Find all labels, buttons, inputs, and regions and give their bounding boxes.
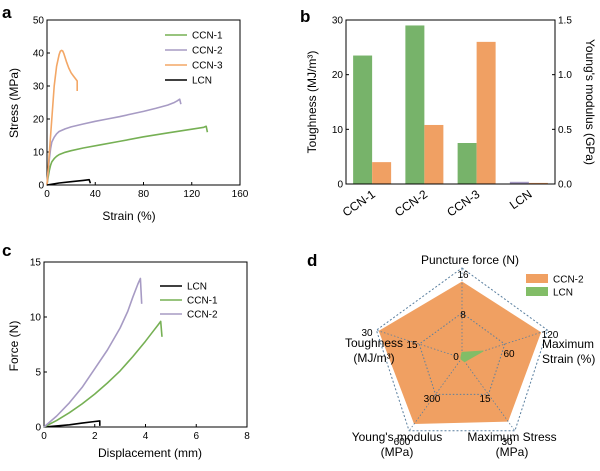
panel-b-label: b <box>300 7 310 26</box>
panel-b: b CCN-1 CCN-2 CCN-3 LCN01020300.00.51.01.5 … <box>300 7 597 219</box>
panel-a-xlabel: Strain (%) <box>102 209 155 223</box>
panel-c-label: c <box>2 241 11 260</box>
y2-tick-label: 0.0 <box>558 180 572 191</box>
y-tick-label: 0 <box>35 423 41 434</box>
series-line-ccn-2 <box>43 277 143 428</box>
category-label: CCN-3 <box>444 187 482 220</box>
y-tick-label: 15 <box>30 258 42 269</box>
radar-axis-label: Maximum Stress (MPa) <box>467 430 556 459</box>
panel-a-ylabel: Stress (MPa) <box>7 68 21 138</box>
bar-toughness-ccn-3 <box>457 143 477 184</box>
y-tick-label: 0 <box>38 181 44 192</box>
y-tick-label: 40 <box>33 49 45 60</box>
radar-tick-label: 0 <box>453 352 459 363</box>
y-tick-label: 10 <box>30 313 42 324</box>
bar-modulus-lcn <box>528 182 548 184</box>
x-tick-label: 8 <box>244 431 250 442</box>
radar-grid-ring <box>375 267 549 432</box>
legend-label: CCN-2 <box>187 310 218 321</box>
category-label: CCN-2 <box>392 187 430 220</box>
x-tick-label: 120 <box>183 189 200 200</box>
y-tick-label: 5 <box>35 368 41 379</box>
legend-label: CCN-1 <box>192 31 223 42</box>
bar-modulus-ccn-1 <box>372 162 392 184</box>
panel-c-ylabel: Force (N) <box>7 321 21 372</box>
y-tick-label: 20 <box>332 70 344 81</box>
plot-frame <box>43 261 248 428</box>
x-tick-label: 160 <box>232 189 249 200</box>
legend-label: LCN <box>187 282 207 293</box>
bar-toughness-ccn-2 <box>405 25 425 184</box>
radar-axis-label: Maximum Strain (%) <box>542 337 595 366</box>
bar-toughness-ccn-1 <box>353 55 373 185</box>
y-tick-label: 10 <box>33 148 45 159</box>
x-tick-label: 40 <box>90 189 102 200</box>
radar-spoke <box>461 357 516 432</box>
panel-d: d 0 8 16 60 120 15 30 300 600 15 30 Puncture force … <box>307 251 595 459</box>
y2-tick-label: 1.0 <box>558 70 572 81</box>
panel-a: a 0 40 80 120 160 0 10 20 30 40 50 CCN-1 CCN-2 CCN-3 L… <box>2 3 249 223</box>
legend-label: CCN-2 <box>553 275 584 286</box>
legend-swatch <box>526 274 548 283</box>
series-line-lcn <box>46 178 92 186</box>
y-tick-label: 0 <box>337 180 343 191</box>
series-line-ccn-1 <box>43 320 163 428</box>
radar-spoke <box>376 329 463 359</box>
radar-tick-label: 15 <box>406 340 418 351</box>
y-tick-label: 20 <box>33 115 45 126</box>
plot-frame <box>345 19 556 185</box>
panel-c: c 0 2 4 6 8 0 5 10 15 LCN CCN-1 CCN-2 Displacement … <box>2 241 250 460</box>
radar-tick-label: 8 <box>460 310 466 321</box>
category-label: LCN <box>507 187 535 212</box>
y-tick-label: 30 <box>33 82 45 93</box>
x-tick-label: 0 <box>44 189 50 200</box>
radar-area-ccn-2 <box>378 281 542 425</box>
x-tick-label: 6 <box>193 431 199 442</box>
panel-b-y2label: Young's modulus (GPa) <box>583 39 597 165</box>
radar-tick-label: 16 <box>457 270 469 281</box>
x-tick-label: 0 <box>41 431 47 442</box>
radar-axis-label: Young's modulus (MPa) <box>352 430 443 459</box>
legend-label: LCN <box>553 288 573 299</box>
radar-area-lcn <box>460 350 484 363</box>
x-tick-label: 4 <box>143 431 149 442</box>
panel-c-xlabel: Displacement (mm) <box>98 446 202 460</box>
bar-modulus-ccn-3 <box>476 41 496 184</box>
legend-label: CCN-1 <box>187 296 218 307</box>
radar-axis-label: Toughness (MJ/m³) <box>345 336 403 365</box>
radar-spoke <box>408 357 463 432</box>
bar-toughness-lcn <box>509 181 529 184</box>
x-tick-label: 2 <box>92 431 98 442</box>
series-line-ccn-3 <box>46 49 78 186</box>
y-tick-label: 30 <box>332 16 344 27</box>
radar-tick-label: 60 <box>503 349 515 360</box>
x-tick-label: 80 <box>138 189 150 200</box>
radar-tick-label: 600 <box>394 437 411 448</box>
series-line-ccn-1 <box>46 125 209 186</box>
panel-d-label: d <box>307 251 317 270</box>
radar-tick-label: 120 <box>542 330 559 341</box>
radar-tick-label: 300 <box>424 394 441 405</box>
legend-label: CCN-2 <box>192 46 223 57</box>
radar-tick-label: 30 <box>361 328 373 339</box>
legend-label: CCN-3 <box>192 61 223 72</box>
y2-tick-label: 0.5 <box>558 125 572 136</box>
bar-modulus-ccn-2 <box>424 124 444 184</box>
y-tick-label: 50 <box>33 16 45 27</box>
y-tick-label: 10 <box>332 125 344 136</box>
panel-a-label: a <box>2 3 12 22</box>
panel-b-ylabel: Toughness (MJ/m³) <box>305 51 319 154</box>
radar-tick-label: 30 <box>501 437 513 448</box>
series-line-ccn-2 <box>46 98 182 186</box>
series-line-lcn <box>43 420 101 428</box>
radar-tick-label: 15 <box>479 394 491 405</box>
legend-swatch <box>526 287 548 296</box>
radar-axis-label: Puncture force (N) <box>421 253 519 267</box>
y2-tick-label: 1.5 <box>558 16 572 27</box>
legend-label: LCN <box>192 76 212 87</box>
category-label: CCN-1 <box>340 187 378 220</box>
